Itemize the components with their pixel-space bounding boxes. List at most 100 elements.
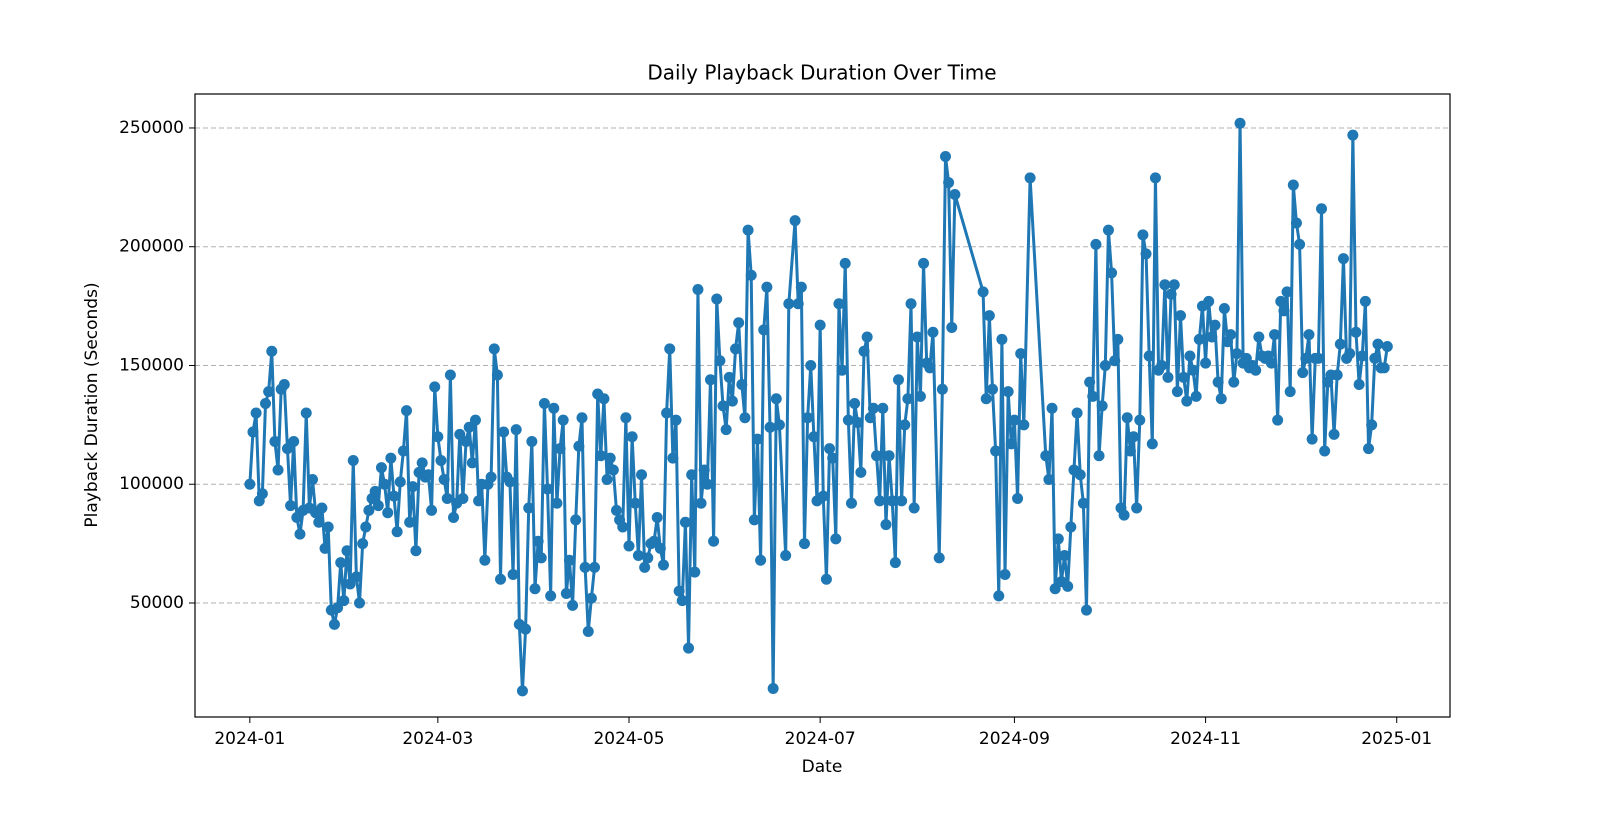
marker [357, 538, 369, 550]
marker [742, 224, 754, 236]
marker [805, 359, 817, 371]
marker [1206, 331, 1218, 343]
marker [1300, 352, 1312, 364]
marker [1381, 340, 1393, 352]
marker [632, 549, 644, 561]
marker [426, 504, 438, 516]
marker [407, 481, 419, 493]
marker [1134, 414, 1146, 426]
marker [620, 412, 632, 424]
marker [867, 402, 879, 414]
y-tick-label: 250000 [119, 118, 184, 138]
marker [1109, 355, 1121, 367]
marker [911, 331, 923, 343]
marker [416, 457, 428, 469]
marker [704, 374, 716, 386]
marker [1002, 386, 1014, 398]
marker [1093, 450, 1105, 462]
marker [977, 286, 989, 298]
marker [589, 561, 601, 573]
marker [328, 618, 340, 630]
marker [1015, 348, 1027, 360]
marker [529, 583, 541, 595]
marker [1187, 364, 1199, 376]
marker [642, 552, 654, 564]
marker [1281, 286, 1293, 298]
marker [648, 535, 660, 547]
marker [1005, 438, 1017, 450]
marker [372, 500, 384, 512]
marker [833, 298, 845, 310]
marker [889, 557, 901, 569]
marker [673, 585, 685, 597]
marker [1284, 386, 1296, 398]
marker [1272, 414, 1284, 426]
marker [939, 150, 951, 162]
marker [1347, 129, 1359, 141]
marker [993, 590, 1005, 602]
marker [520, 623, 532, 635]
marker [579, 561, 591, 573]
marker [667, 452, 679, 464]
marker [1081, 604, 1093, 616]
y-tick-label: 150000 [119, 355, 184, 375]
marker [626, 431, 638, 443]
marker [1052, 533, 1064, 545]
marker [795, 281, 807, 293]
marker [808, 431, 820, 443]
marker [375, 462, 387, 474]
marker [532, 535, 544, 547]
marker [990, 445, 1002, 457]
marker [814, 319, 826, 331]
marker [316, 502, 328, 514]
marker [689, 566, 701, 578]
marker [1046, 402, 1058, 414]
x-tick-label: 2025-01 [1361, 729, 1432, 749]
marker [457, 492, 469, 504]
marker [1012, 492, 1024, 504]
marker [444, 369, 456, 381]
marker [639, 561, 651, 573]
marker [1269, 329, 1281, 341]
marker [1124, 445, 1136, 457]
marker [676, 595, 688, 607]
marker [269, 435, 281, 447]
marker [573, 440, 585, 452]
marker [391, 526, 403, 538]
marker [1334, 338, 1346, 350]
marker [1250, 364, 1262, 376]
marker [1350, 326, 1362, 338]
marker [1171, 386, 1183, 398]
marker [1363, 443, 1375, 455]
marker [1137, 229, 1149, 241]
marker [394, 476, 406, 488]
marker [576, 412, 588, 424]
marker [892, 374, 904, 386]
x-tick-label: 2024-01 [214, 729, 285, 749]
marker [567, 599, 579, 611]
marker [382, 507, 394, 519]
marker [542, 483, 554, 495]
marker [651, 511, 663, 523]
marker [570, 514, 582, 526]
marker [548, 402, 560, 414]
marker [899, 419, 911, 431]
marker [466, 457, 478, 469]
marker [883, 450, 895, 462]
marker [802, 412, 814, 424]
marker [557, 414, 569, 426]
marker [495, 573, 507, 585]
marker [1162, 371, 1174, 383]
marker [516, 685, 528, 697]
marker [1024, 172, 1036, 184]
marker [629, 497, 641, 509]
marker [1149, 172, 1161, 184]
x-tick-label: 2024-09 [979, 729, 1050, 749]
marker [1372, 338, 1384, 350]
marker [761, 281, 773, 293]
marker [864, 412, 876, 424]
marker [244, 478, 256, 490]
marker [764, 421, 776, 433]
marker [927, 326, 939, 338]
